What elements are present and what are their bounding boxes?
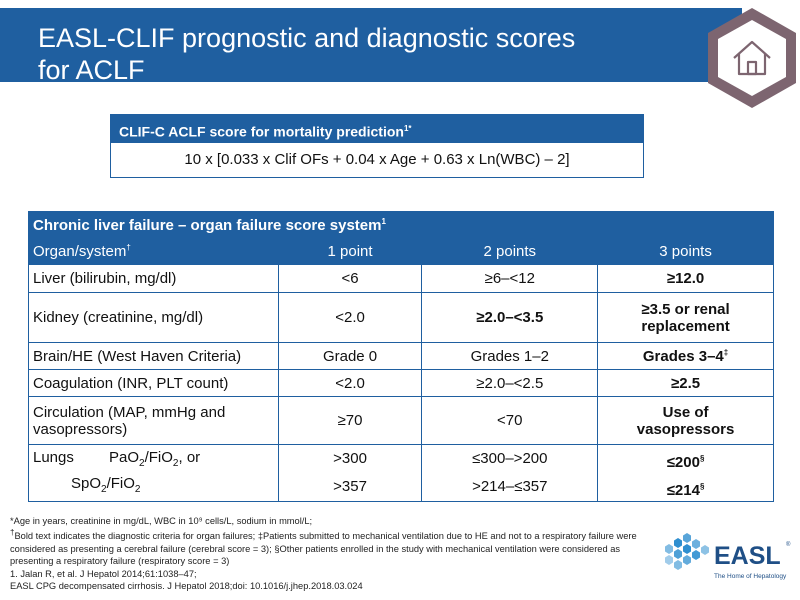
cell-3-points: Use of vasopressors xyxy=(597,396,774,445)
row-label: Liver (bilirubin, mg/dl) xyxy=(28,264,279,293)
row-label: Lungs PaO2/FiO2, or SpO2/FiO2 xyxy=(28,444,279,502)
cell-3-points: ≤200§ ≤214§ xyxy=(597,444,774,502)
table-row-coagulation: Coagulation (INR, PLT count) <2.0 ≥2.0–<… xyxy=(28,369,774,397)
table-header-row: Organ/system† 1 point 2 points 3 points xyxy=(28,238,774,265)
cell-1-point: Grade 0 xyxy=(277,342,423,370)
logo-wordmark: EASL xyxy=(714,542,781,570)
formula-expression: 10 x [0.033 x Clif OFs + 0.04 x Age + 0.… xyxy=(184,151,570,168)
title-bar: EASL-CLIF prognostic and diagnostic scor… xyxy=(0,8,742,85)
table-title-row: Chronic liver failure – organ failure sc… xyxy=(28,211,774,239)
cell-3-points: ≥2.5 xyxy=(597,369,774,397)
cell-2-points: ≥2.0–<2.5 xyxy=(421,369,599,397)
cell-1-point: <6 xyxy=(277,264,423,293)
pao2-label: PaO2/FiO2, or xyxy=(109,449,201,469)
col-2-points-header: 2 points xyxy=(421,238,599,265)
footnotes: *Age in years, creatinine in mg/dL, WBC … xyxy=(10,516,637,592)
clif-c-aclf-formula: CLIF-C ACLF score for mortality predicti… xyxy=(110,114,644,178)
home-icon xyxy=(733,40,771,76)
table-row-kidney: Kidney (creatinine, mg/dl) <2.0 ≥2.0–<3.… xyxy=(28,292,774,343)
col-organ-header: Organ/system† xyxy=(28,238,279,265)
easl-hexagon-cluster-icon xyxy=(665,533,709,570)
logo-registered-mark: ® xyxy=(786,541,791,548)
logo-tagline: The Home of Hepatology xyxy=(714,573,787,580)
table-row-brain: Brain/HE (West Haven Criteria) Grade 0 G… xyxy=(28,342,774,370)
row-label: Circulation (MAP, mmHg and vasopressors) xyxy=(28,396,279,445)
formula-header: CLIF-C ACLF score for mortality predicti… xyxy=(111,115,643,143)
table-row-liver: Liver (bilirubin, mg/dl) <6 ≥6–<12 ≥12.0 xyxy=(28,264,774,293)
table-row-circulation: Circulation (MAP, mmHg and vasopressors) … xyxy=(28,396,774,445)
row-label: Coagulation (INR, PLT count) xyxy=(28,369,279,397)
table-row-lungs: Lungs PaO2/FiO2, or SpO2/FiO2 >300 >357 ≤… xyxy=(28,444,774,502)
cell-1-point: >300 >357 xyxy=(277,444,423,502)
cell-2-points: ≥6–<12 xyxy=(421,264,599,293)
cell-2-points: ≥2.0–<3.5 xyxy=(421,292,599,343)
spo2-label: SpO2/FiO2 xyxy=(71,475,141,495)
cell-1-point: <2.0 xyxy=(277,292,423,343)
organ-failure-score-table: Chronic liver failure – organ failure sc… xyxy=(28,211,774,502)
cell-3-points: ≥12.0 xyxy=(597,264,774,293)
cell-3-points: Grades 3–4‡ xyxy=(597,342,774,370)
cell-2-points: <70 xyxy=(421,396,599,445)
cell-3-points: ≥3.5 or renal replacement xyxy=(597,292,774,343)
cell-1-point: ≥70 xyxy=(277,396,423,445)
row-label: Brain/HE (West Haven Criteria) xyxy=(28,342,279,370)
slide-title: EASL-CLIF prognostic and diagnostic scor… xyxy=(38,23,576,85)
table-title: Chronic liver failure – organ failure sc… xyxy=(28,211,774,239)
col-3-points-header: 3 points xyxy=(597,238,774,265)
cell-1-point: <2.0 xyxy=(277,369,423,397)
home-button[interactable] xyxy=(702,4,800,112)
cell-2-points: Grades 1–2 xyxy=(421,342,599,370)
row-label: Kidney (creatinine, mg/dl) xyxy=(28,292,279,343)
easl-logo: EASL ® The Home of Hepatology xyxy=(665,533,791,580)
col-1-point-header: 1 point xyxy=(277,238,423,265)
cell-2-points: ≤300–>200 >214–≤357 xyxy=(421,444,599,502)
